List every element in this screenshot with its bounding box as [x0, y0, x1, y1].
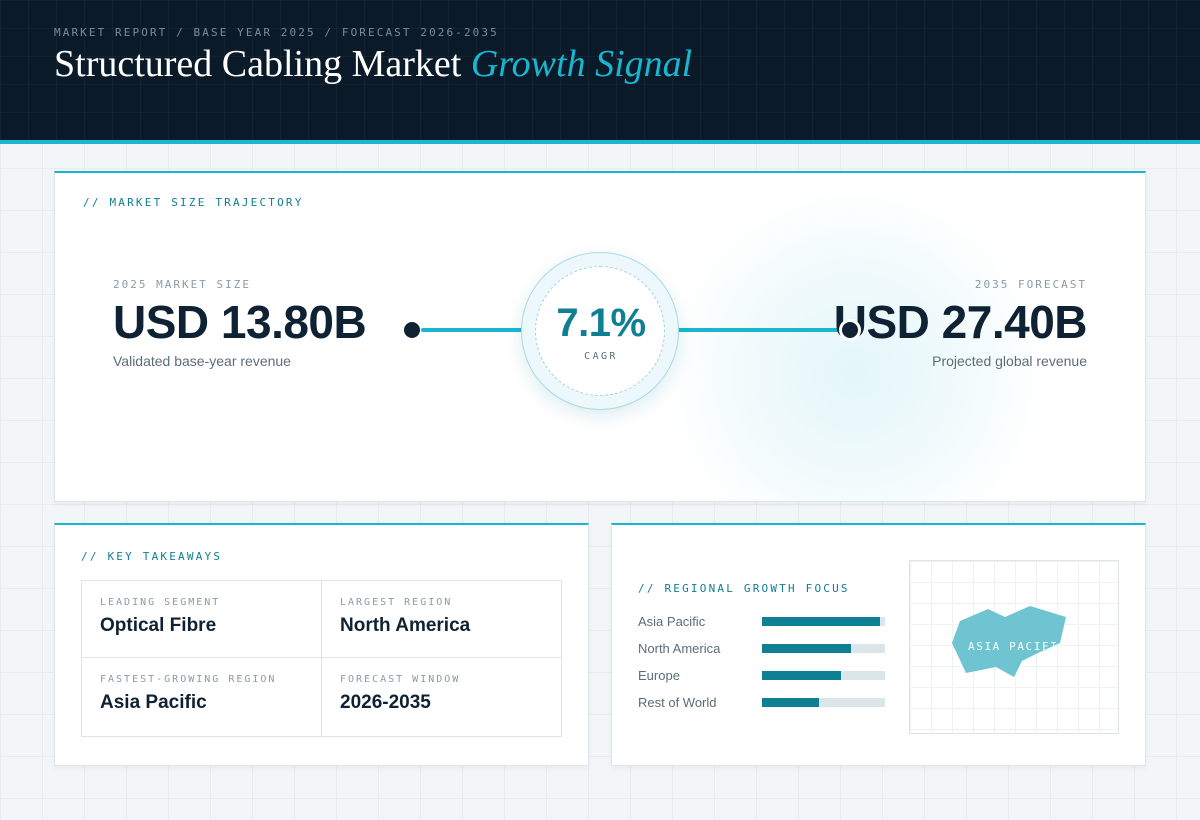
cagr-badge: 7.1% CAGR: [521, 252, 679, 410]
report-header: MARKET REPORT / BASE YEAR 2025 / FORECAS…: [0, 0, 1200, 144]
cagr-badge-inner: 7.1% CAGR: [535, 266, 665, 396]
bar-label: North America: [638, 641, 721, 656]
forecast-glow: [655, 193, 1055, 501]
key-takeaways-card: // KEY TAKEAWAYS LEADING SEGMENT Optical…: [54, 523, 589, 766]
bar-track: [762, 671, 885, 680]
takeaway-value: Optical Fibre: [100, 615, 217, 636]
takeaway-fastest-growing-region: FASTEST-GROWING REGION Asia Pacific: [82, 658, 322, 736]
breadcrumb: MARKET REPORT / BASE YEAR 2025 / FORECAS…: [54, 26, 499, 39]
section-label-trajectory: // MARKET SIZE TRAJECTORY: [83, 196, 304, 209]
end-value: USD 27.40B: [833, 296, 1088, 348]
bar: [762, 644, 851, 653]
page-title: Structured Cabling Market Growth Signal: [54, 42, 692, 86]
title-accent: Growth Signal: [470, 43, 693, 85]
end-caption: Projected global revenue: [932, 353, 1087, 369]
takeaway-value: Asia Pacific: [100, 692, 207, 713]
end-kicker: 2035 FORECAST: [974, 278, 1087, 291]
takeaway-forecast-window: FORECAST WINDOW 2026-2035: [322, 658, 561, 736]
trajectory-line-left: [421, 328, 541, 332]
bar-row: Asia Pacific: [638, 614, 888, 629]
start-caption: Validated base-year revenue: [113, 353, 291, 369]
region-map: ASIA PACIFIC: [909, 560, 1119, 734]
takeaways-grid: LEADING SEGMENT Optical Fibre LARGEST RE…: [81, 580, 562, 737]
bar-track: [762, 698, 885, 707]
takeaway-largest-region: LARGEST REGION North America: [322, 581, 561, 658]
bar-track: [762, 617, 885, 626]
takeaway-label: LARGEST REGION: [340, 597, 453, 608]
bar-label: Asia Pacific: [638, 614, 706, 629]
section-label-regional: // REGIONAL GROWTH FOCUS: [638, 582, 850, 595]
start-point-marker: [404, 322, 420, 338]
takeaway-label: LEADING SEGMENT: [100, 597, 221, 608]
asia-pacific-map-shape: [952, 606, 1066, 677]
cagr-value: 7.1%: [556, 301, 646, 345]
bar-label: Rest of World: [638, 695, 717, 710]
map-region-label: ASIA PACIFIC: [968, 640, 1067, 653]
takeaway-label: FORECAST WINDOW: [340, 674, 461, 685]
bar: [762, 617, 880, 626]
bar-row: Europe: [638, 668, 888, 683]
takeaway-value: North America: [340, 615, 471, 636]
start-kicker: 2025 MARKET SIZE: [113, 278, 251, 291]
regional-growth-card: // REGIONAL GROWTH FOCUS Asia Pacific Nor…: [611, 523, 1146, 766]
takeaway-label: FASTEST-GROWING REGION: [100, 674, 277, 685]
end-point-marker: [842, 322, 858, 338]
bar: [762, 671, 841, 680]
bar-row: North America: [638, 641, 888, 656]
market-size-trajectory-card: // MARKET SIZE TRAJECTORY 2025 MARKET SI…: [54, 171, 1146, 502]
cagr-label: CAGR: [584, 351, 618, 362]
section-label-takeaways: // KEY TAKEAWAYS: [81, 550, 223, 563]
bar-track: [762, 644, 885, 653]
takeaway-leading-segment: LEADING SEGMENT Optical Fibre: [82, 581, 322, 658]
start-value: USD 13.80B: [113, 296, 367, 348]
bar: [762, 698, 819, 707]
bar-label: Europe: [638, 668, 680, 683]
trajectory-line-right: [659, 328, 849, 332]
takeaway-value: 2026-2035: [340, 692, 431, 713]
title-main: Structured Cabling Market: [54, 43, 462, 85]
bar-row: Rest of World: [638, 695, 888, 710]
